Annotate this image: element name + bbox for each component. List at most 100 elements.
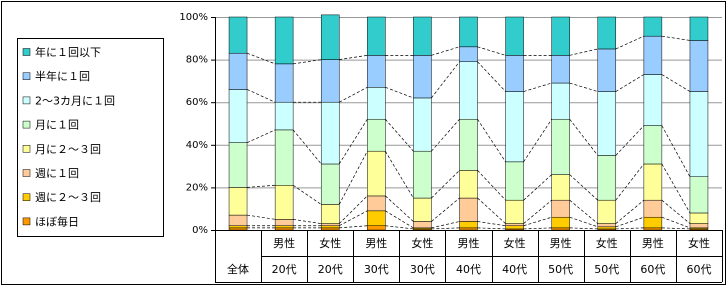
series-line: [431, 197, 460, 222]
series-line: [661, 216, 691, 229]
bar-segment: [320, 14, 340, 60]
bar-segment: [551, 216, 570, 229]
bar-segment: [505, 91, 524, 163]
series-line: [431, 170, 460, 199]
series-line: [569, 119, 599, 156]
bar-segment: [274, 129, 294, 186]
bar-segment: [643, 199, 663, 218]
bar-segment: [367, 55, 386, 88]
bar-segment: [228, 214, 248, 226]
y-tick-label: 100%: [179, 12, 208, 23]
bar-segment: [228, 16, 248, 54]
bar-segment: [689, 40, 709, 92]
bar-segment: [505, 223, 524, 226]
series-line: [477, 119, 506, 163]
y-tick-label: 0%: [192, 225, 208, 236]
series-line: [661, 74, 691, 92]
bar-segment: [551, 174, 570, 201]
bar-segment: [228, 225, 248, 229]
series-line: [523, 174, 552, 201]
series-line: [246, 129, 276, 143]
series-line: [431, 61, 460, 99]
bar-segment: [367, 150, 386, 197]
legend-swatch: [22, 72, 31, 80]
bar-segment: [413, 221, 432, 229]
series-line: [569, 199, 598, 224]
bar-segment: [228, 142, 248, 188]
bar-segment: [551, 118, 570, 175]
series-line: [477, 170, 506, 201]
legend-swatch: [22, 145, 31, 153]
legend-label: ほぼ毎日: [35, 215, 79, 228]
bar-segment: [367, 16, 386, 56]
bar-segment: [643, 16, 663, 37]
legend-label: 月に２～３回: [35, 143, 101, 156]
x-tick-label: 女性: [688, 236, 710, 250]
legend-swatch: [22, 96, 31, 105]
series-line: [615, 74, 645, 92]
bar-segment: [551, 82, 570, 120]
bar-segment: [597, 199, 617, 224]
legend-label: 年に１回以下: [35, 45, 101, 59]
bar-segment: [643, 227, 663, 231]
x-tick-label: 60代: [686, 263, 711, 276]
x-tick-label: 女性: [504, 236, 526, 250]
bar-segment: [320, 204, 340, 224]
bar-segment: [367, 118, 386, 152]
bar-segment: [505, 16, 524, 56]
bar-segment: [274, 225, 294, 229]
bar-segment: [505, 161, 524, 201]
bar-segment: [228, 187, 248, 216]
bar-segment: [228, 89, 248, 143]
x-tick-label: 40代: [456, 263, 481, 276]
bar-segment: [643, 216, 663, 229]
x-tick-label: 女性: [319, 236, 341, 250]
x-tick-label: 30代: [410, 263, 435, 276]
bar-segment: [320, 59, 340, 103]
y-tick-label: 80%: [186, 55, 208, 66]
bar-segment: [459, 46, 478, 62]
bar-segment: [643, 163, 663, 201]
bar-segment: [459, 221, 478, 229]
y-tick-label: 20%: [186, 182, 208, 193]
series-line: [338, 195, 368, 224]
bar-segment: [320, 101, 340, 165]
bar-segment: [320, 223, 340, 226]
bar-segment: [320, 225, 340, 229]
series-line: [246, 89, 276, 103]
x-tick-label: 男性: [273, 236, 295, 250]
series-line: [338, 119, 368, 165]
bar-segment: [274, 16, 294, 65]
legend-label: 週に２～３回: [35, 191, 101, 204]
bar-segment: [459, 227, 478, 231]
series-line: [615, 35, 645, 50]
series-line: [569, 174, 599, 201]
series-line: [661, 163, 691, 214]
x-tick-label: 50代: [548, 263, 573, 276]
bar-segment: [505, 225, 524, 230]
series-line: [615, 125, 645, 156]
legend-swatch: [22, 48, 31, 56]
series-line: [523, 119, 552, 163]
legend-label: 2～3カ月に１回: [35, 94, 115, 107]
series-line: [339, 86, 368, 103]
y-tick-label: 40%: [186, 140, 208, 151]
series-line: [385, 195, 414, 222]
bar-segment: [689, 212, 709, 224]
series-line: [292, 184, 322, 205]
bar-segment: [597, 48, 617, 92]
legend-swatch: [22, 193, 31, 201]
bar-segment: [689, 223, 709, 229]
bar-segment: [459, 118, 478, 171]
series-line: [615, 199, 645, 224]
bar-segment: [689, 91, 709, 177]
bar-segment: [551, 199, 570, 218]
x-tick-label: 20代: [318, 263, 343, 276]
series-line: [338, 151, 368, 205]
bar-segment: [320, 227, 340, 231]
series-line: [385, 86, 414, 99]
legend-label: 月に１回: [35, 119, 79, 132]
series-line: [246, 52, 276, 65]
bar-segment: [689, 176, 709, 214]
x-tick-label: 全体: [227, 262, 249, 276]
